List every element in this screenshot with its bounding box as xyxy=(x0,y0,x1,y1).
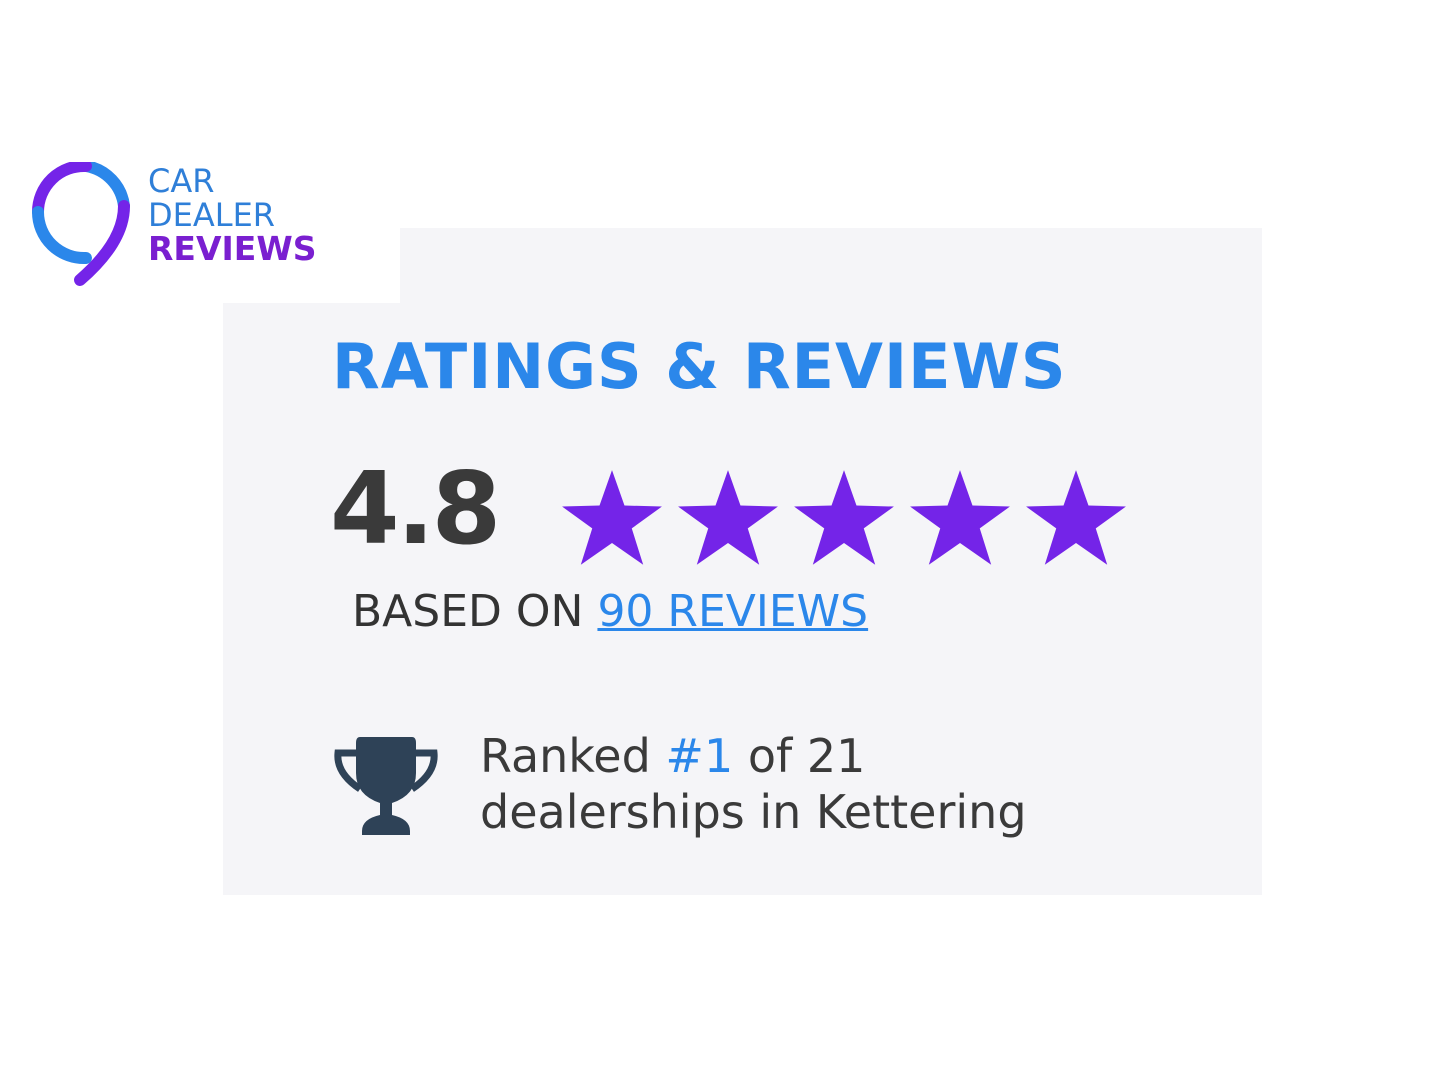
ranking-text: Ranked #1 of 21 dealerships in Kettering xyxy=(480,728,1027,840)
rank-location: dealerships in Kettering xyxy=(480,785,1027,839)
logo-line-car: CAR xyxy=(148,162,215,200)
logo-line-dealer: DEALER xyxy=(148,196,276,234)
star-icon xyxy=(794,470,894,565)
widget-title: RATINGS & REVIEWS xyxy=(332,330,1067,403)
rating-score: 4.8 xyxy=(330,450,501,567)
logo-line-reviews: REVIEWS xyxy=(148,229,317,268)
star-icon xyxy=(678,470,778,565)
rank-value: #1 xyxy=(665,729,734,783)
logo-text: CAR DEALER REVIEWS xyxy=(148,164,316,266)
rank-suffix: of 21 xyxy=(747,729,866,783)
reviews-link[interactable]: 90 REVIEWS xyxy=(597,586,869,637)
car-dealer-reviews-logo-icon xyxy=(31,162,130,286)
star-icon xyxy=(910,470,1010,565)
star-icon xyxy=(1026,470,1126,565)
star-icon xyxy=(562,470,662,565)
rank-prefix: Ranked xyxy=(480,729,651,783)
based-on-prefix: BASED ON xyxy=(352,586,584,637)
trophy-icon xyxy=(334,737,438,835)
based-on-text: BASED ON 90 REVIEWS xyxy=(352,586,868,637)
star-rating xyxy=(560,468,1128,568)
